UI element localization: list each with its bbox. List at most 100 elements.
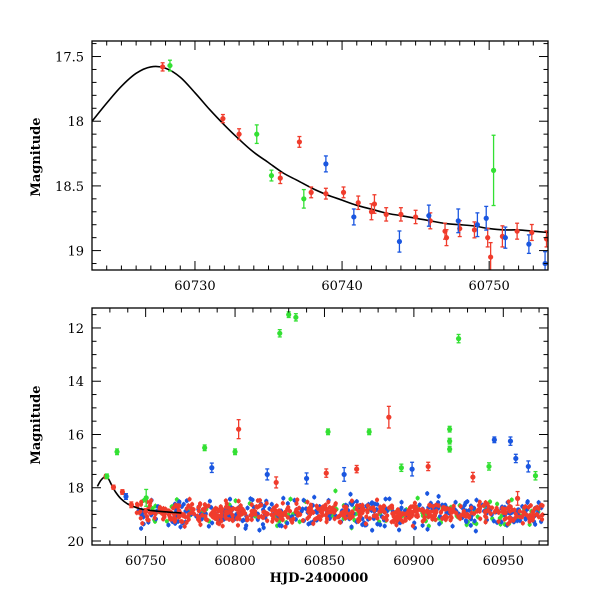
data-point-blue <box>526 241 532 247</box>
band-point-red <box>390 511 395 516</box>
band-point-red <box>413 504 418 509</box>
band-point-red <box>415 514 420 519</box>
band-point-red <box>333 502 338 507</box>
band-point-red <box>230 513 235 518</box>
band-point-red <box>249 509 254 514</box>
data-point-green <box>366 429 372 435</box>
band-point-red <box>144 514 150 519</box>
top-panel-frame <box>91 40 549 271</box>
band-point-red <box>291 516 296 522</box>
band-point-blue <box>491 518 496 524</box>
band-point-blue <box>465 499 470 504</box>
data-point-red <box>296 139 303 145</box>
band-point-blue <box>468 523 473 528</box>
band-point-red <box>171 505 176 511</box>
band-point-red <box>255 505 260 510</box>
band-point-red <box>239 512 244 517</box>
y-tick-label: 18 <box>67 482 84 497</box>
band-point-red <box>283 524 288 529</box>
band-point-red <box>440 516 445 521</box>
data-point-red <box>277 175 283 181</box>
band-point-red <box>535 512 540 517</box>
data-point-green <box>325 429 331 435</box>
band-point-red <box>478 516 483 521</box>
band-point-red <box>296 505 302 511</box>
y-tick-label: 12 <box>67 322 84 337</box>
band-point-red <box>234 506 239 512</box>
band-point-blue <box>257 528 262 533</box>
band-point-red <box>219 518 224 524</box>
band-point-red <box>483 509 489 514</box>
band-point-blue <box>314 510 319 515</box>
band-point-red <box>145 517 150 522</box>
data-point-red <box>110 484 117 490</box>
data-point-red <box>485 235 491 241</box>
band-point-red <box>137 510 142 515</box>
data-point-red <box>383 211 389 217</box>
band-point-red <box>356 509 362 514</box>
x-tick-label: 60900 <box>393 554 434 569</box>
band-point-red <box>377 509 382 514</box>
bottom-axis-ticks <box>91 308 548 545</box>
bottom-y-tick-labels: 12 14 16 18 20 <box>67 322 84 550</box>
data-point-blue <box>525 463 531 470</box>
data-point-red <box>371 201 378 207</box>
band-point-red <box>360 502 365 508</box>
band-point-red <box>323 502 328 508</box>
band-point-red <box>295 497 300 502</box>
band-point-green <box>509 497 514 502</box>
data-point-green <box>398 465 404 471</box>
band-point-red <box>531 513 536 518</box>
top-axis-ticks <box>91 41 549 270</box>
band-point-red <box>422 517 427 522</box>
band-point-red <box>308 502 313 508</box>
axes-frame <box>91 40 549 271</box>
band-point-red <box>374 497 380 502</box>
band-point-red <box>253 512 258 517</box>
band-point-red <box>197 515 202 520</box>
band-point-green <box>150 506 155 511</box>
band-point-red <box>172 516 177 521</box>
band-point-blue <box>474 497 479 503</box>
band-point-red <box>506 499 511 504</box>
band-point-red <box>368 506 374 511</box>
data-point-green <box>104 473 110 479</box>
band-point-red <box>458 516 463 521</box>
band-point-red <box>172 519 177 524</box>
band-point-red <box>157 506 162 512</box>
band-point-blue <box>525 500 530 505</box>
x-tick-label: 60850 <box>304 554 345 569</box>
band-point-blue <box>281 496 286 501</box>
band-point-blue <box>382 523 387 529</box>
band-point-red <box>481 503 486 508</box>
band-point-red <box>410 523 415 529</box>
band-point-blue <box>370 528 375 533</box>
band-point-red <box>394 515 399 521</box>
data-point-red <box>515 495 521 501</box>
band-point-red <box>208 512 213 517</box>
band-point-red <box>451 503 456 509</box>
data-point-blue <box>323 161 329 167</box>
band-point-red <box>305 499 310 505</box>
band-point-red <box>403 516 408 521</box>
band-point-red <box>372 508 377 513</box>
data-point-red <box>323 191 329 197</box>
band-point-red <box>520 521 525 526</box>
band-point-red <box>223 498 228 503</box>
band-point-green <box>495 501 500 507</box>
band-point-red <box>364 514 369 519</box>
band-point-blue <box>250 497 255 502</box>
data-point-green <box>143 495 149 501</box>
band-point-red <box>315 506 320 511</box>
data-point-green <box>447 438 453 444</box>
band-point-red <box>511 518 516 523</box>
band-point-red <box>203 505 208 510</box>
band-point-blue <box>206 524 211 529</box>
data-point-red <box>488 254 494 260</box>
band-point-red <box>483 520 488 525</box>
bottom-data-points <box>103 311 539 516</box>
data-point-red <box>514 228 520 234</box>
band-point-red <box>443 513 448 519</box>
data-point-red <box>143 509 149 515</box>
